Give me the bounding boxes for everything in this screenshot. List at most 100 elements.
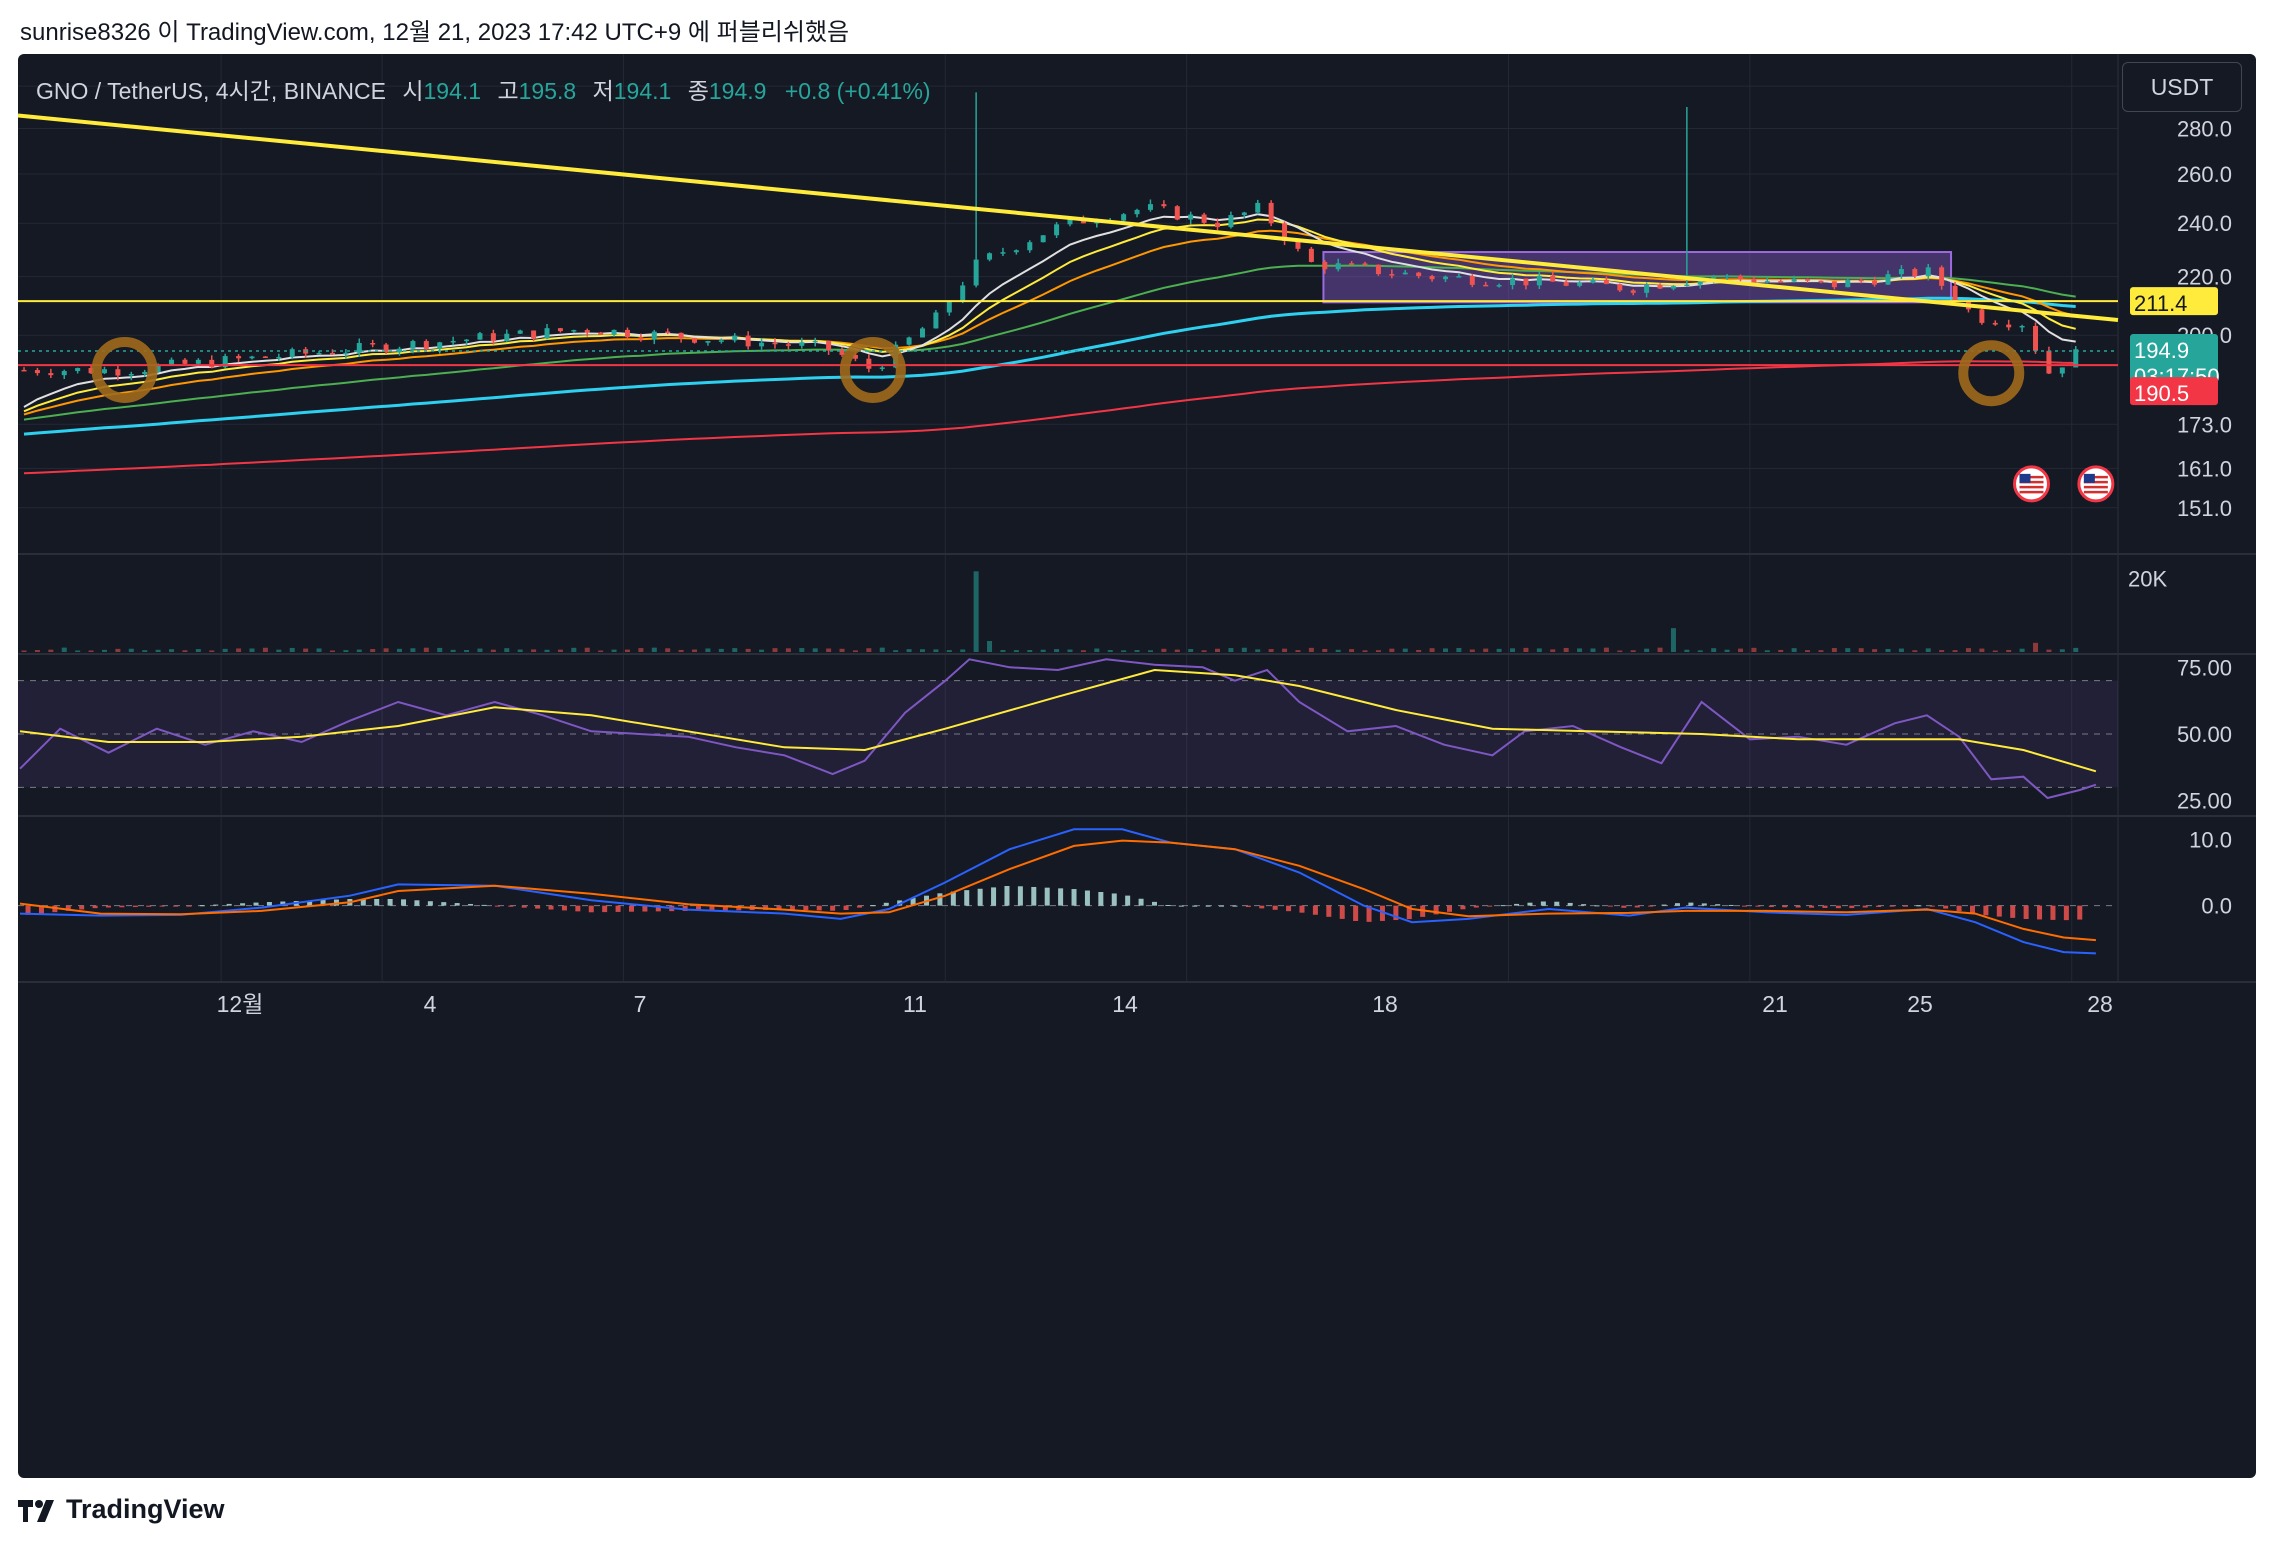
volume-bar (571, 647, 577, 652)
macd-histogram-bar (1996, 905, 2002, 917)
macd-histogram-bar (2010, 905, 2016, 918)
volume-bar (1697, 650, 1703, 652)
volume-bar (2033, 642, 2039, 652)
volume-bar (1402, 648, 1408, 652)
bounce-circle (1958, 340, 2025, 407)
macd-histogram-bar (1527, 902, 1533, 906)
macd-histogram-bar (1983, 905, 1989, 916)
macd-histogram-bar (1634, 905, 1640, 908)
change-value: +0.8 (+0.41%) (784, 78, 931, 104)
volume-bar (1939, 650, 1945, 652)
chart-area[interactable]: 300.0280.0260.0240.0220.0200.0173.0161.0… (18, 54, 2256, 1478)
candle-body (1644, 285, 1650, 293)
volume-bar (692, 649, 698, 652)
time-tick-label: 11 (903, 991, 927, 1017)
candle-body (557, 328, 563, 332)
macd-histogram-bar (106, 905, 112, 908)
macd-histogram-bar (1339, 905, 1345, 919)
volume-bar (1389, 648, 1395, 652)
rsi-tick-label: 25.00 (2177, 789, 2232, 814)
macd-histogram-bar (79, 905, 85, 910)
us-flag-icon-stripe (2083, 490, 2108, 494)
candle-body (1630, 290, 1636, 293)
macd-histogram-bar (1393, 905, 1399, 921)
volume-bar (1644, 648, 1650, 652)
macd-histogram-bar (2037, 905, 2043, 920)
volume-bar (1617, 650, 1623, 652)
volume-bar (987, 641, 993, 652)
macd-histogram-bar (1876, 905, 1882, 907)
candle-body (423, 341, 429, 349)
candle-body (1027, 242, 1033, 251)
macd-histogram-bar (1098, 891, 1104, 906)
rsi-line (19, 658, 2097, 800)
macd-histogram-bar (1044, 887, 1050, 906)
candle-body (1322, 261, 1328, 270)
candle-body (142, 371, 148, 375)
candle-body (1121, 214, 1127, 221)
volume-bar (1737, 648, 1743, 652)
macd-histogram-bar (1406, 905, 1412, 920)
symbol-legend[interactable]: GNO / TetherUS, 4시간, BINANCE 시194.1 고195… (36, 72, 931, 106)
macd-histogram-bar (1567, 902, 1573, 906)
candle-body (1670, 286, 1676, 289)
macd-histogram-bar (1312, 905, 1318, 915)
candle-body (1858, 279, 1864, 282)
chart-canvas[interactable]: 300.0280.0260.0240.0220.0200.0173.0161.0… (18, 54, 2256, 1478)
ema-13-line (23, 218, 2076, 413)
candle-body (1657, 285, 1663, 289)
volume-bar (1067, 649, 1073, 652)
macd-histogram-bar (1822, 905, 1828, 908)
volume-bar (759, 649, 765, 652)
volume-bar (1751, 647, 1757, 652)
candle-body (1496, 285, 1502, 287)
macd-histogram-bar (240, 903, 246, 906)
volume-bar (598, 650, 604, 652)
macd-histogram-bar (1151, 901, 1157, 906)
volume-bar (1925, 648, 1931, 652)
volume-bar (906, 649, 912, 652)
macd-histogram-bar (789, 905, 795, 910)
symbol-name[interactable]: GNO / TetherUS, 4시간, BINANCE (36, 78, 386, 104)
volume-bar (1563, 647, 1569, 652)
macd-histogram-bar (1795, 905, 1801, 908)
macd-histogram-bar (213, 904, 219, 906)
resistance-label-bg (2130, 287, 2218, 316)
price-tick-label: 151.0 (2177, 496, 2232, 521)
time-tick-label: 18 (1372, 991, 1398, 1017)
macd-tick-label: 10.0 (2189, 827, 2232, 852)
volume-bar (1295, 650, 1301, 652)
volume-bar (584, 647, 590, 652)
volume-bar (450, 649, 456, 652)
macd-histogram-bar (1366, 905, 1372, 922)
volume-bar (1228, 648, 1234, 652)
volume-bar (1054, 649, 1060, 652)
volume-bar (2006, 649, 2012, 652)
currency-button[interactable]: USDT (2122, 62, 2242, 112)
candle-body (209, 359, 215, 368)
candle-body (329, 352, 335, 355)
volume-bar (1456, 647, 1462, 652)
publish-caption: sunrise8326 이 TradingView.com, 12월 21, 2… (20, 19, 850, 46)
candle-body (1147, 204, 1153, 210)
volume-bar (1215, 648, 1221, 652)
volume-bar (785, 648, 791, 652)
candle-body (852, 354, 858, 359)
volume-bar (1483, 648, 1489, 652)
macd-histogram-bar (2063, 905, 2069, 921)
volume-bar (437, 647, 443, 652)
bounce-circle (91, 336, 158, 403)
candle-body (1362, 263, 1368, 265)
candle-body (1013, 250, 1019, 253)
candle-body (1282, 223, 1288, 241)
rsi-tick-label: 75.00 (2177, 655, 2232, 680)
us-flag-icon-stripe (2083, 485, 2108, 489)
us-flag-icon-ring (2012, 465, 2050, 503)
candle-body (2046, 350, 2052, 374)
macd-histogram-bar (1540, 901, 1546, 906)
candle-body (785, 344, 791, 346)
candle-body (1442, 276, 1448, 280)
open-label: 시 (402, 78, 424, 104)
candle-body (1939, 267, 1945, 286)
volume-bar (2019, 648, 2025, 652)
